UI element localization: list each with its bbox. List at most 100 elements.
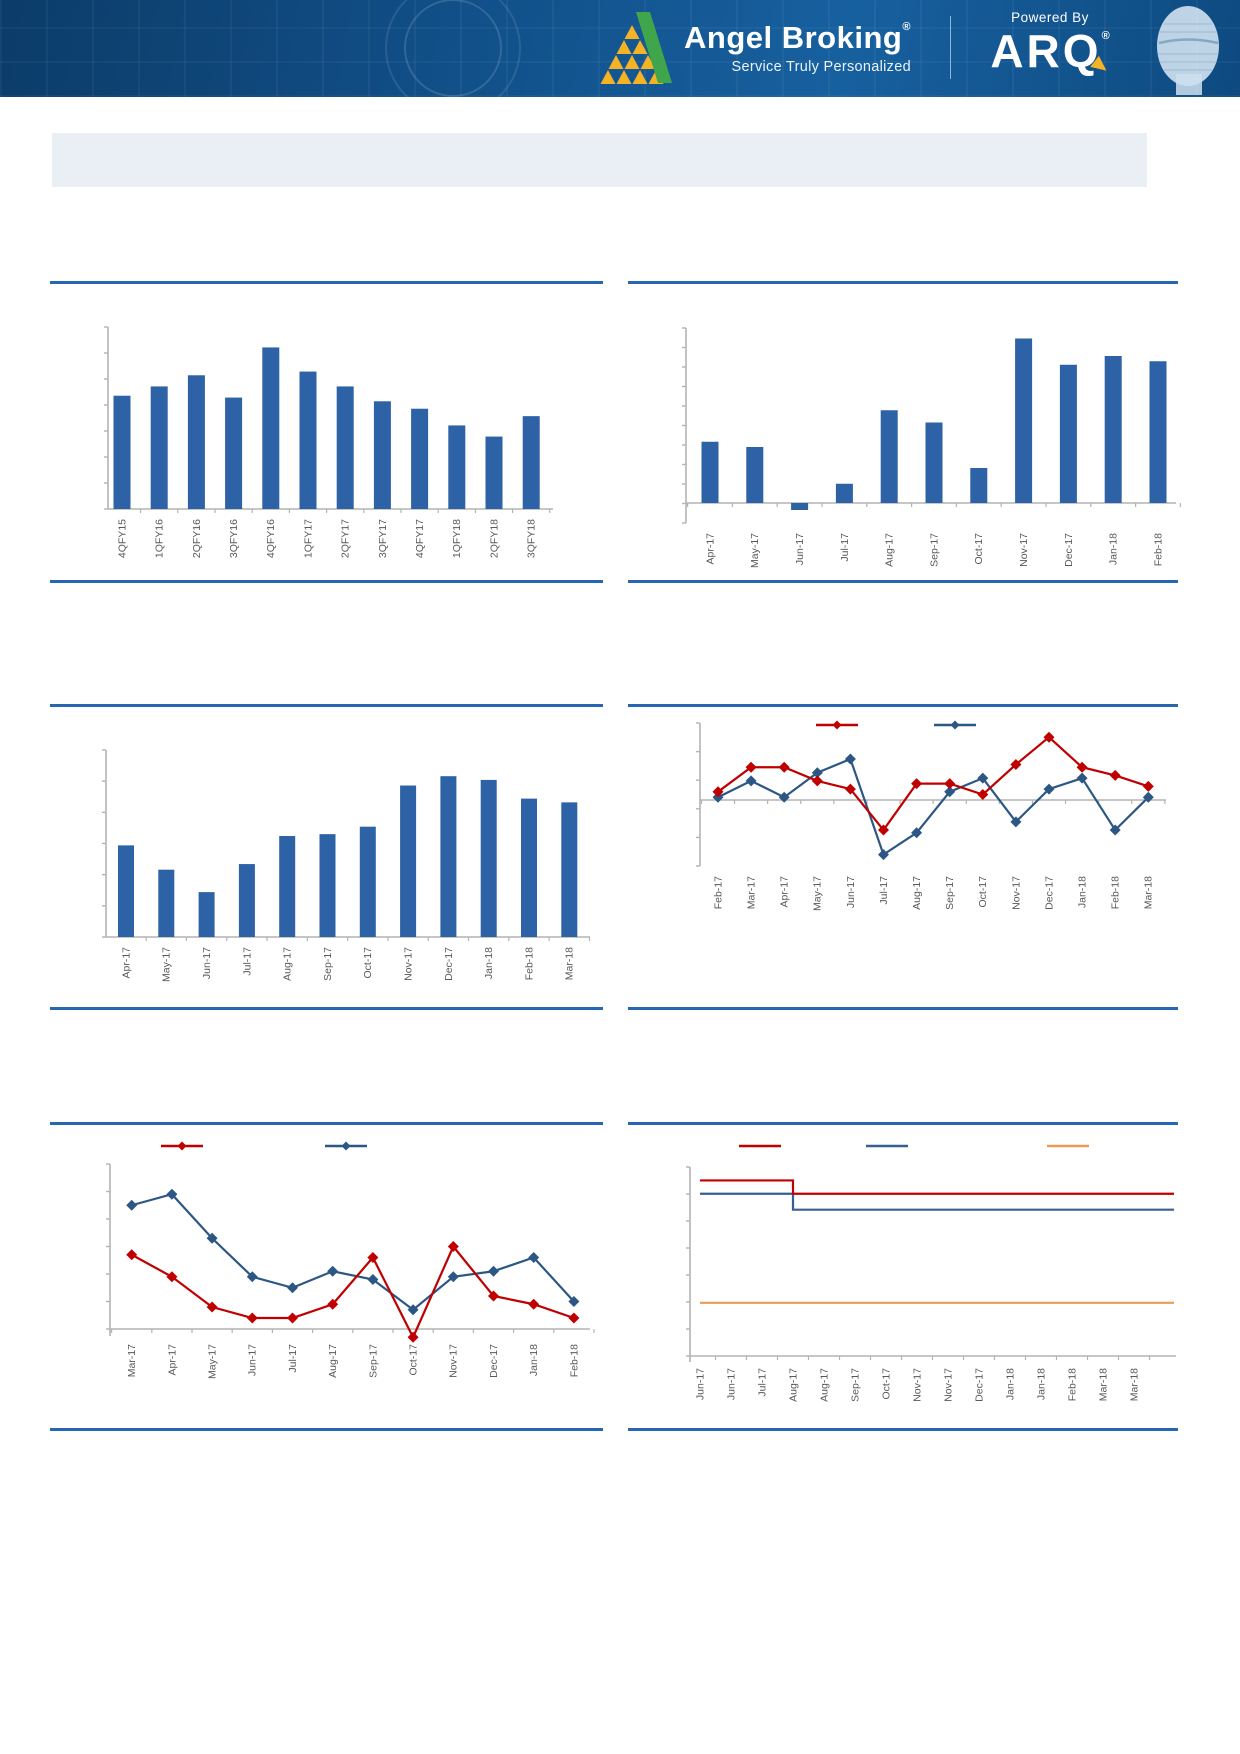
robot-head-icon xyxy=(1157,6,1219,95)
brand-block: Angel Broking® Service Truly Personalize… xyxy=(684,0,911,97)
divider-line xyxy=(50,1428,603,1431)
brand-name: Angel Broking® xyxy=(684,20,911,55)
svg-text:3QFY18: 3QFY18 xyxy=(526,519,538,558)
svg-text:Oct-17: Oct-17 xyxy=(362,947,374,979)
monthly-bar-chart-middle-left: Apr-17 May-17 Jun-17 Jul-17 Aug-17 Sep-17 Oct-… xyxy=(102,749,591,982)
divider-line xyxy=(628,1122,1178,1125)
svg-text:Aug-17: Aug-17 xyxy=(327,1344,339,1378)
svg-text:Nov-17: Nov-17 xyxy=(942,1368,954,1402)
svg-text:2QFY17: 2QFY17 xyxy=(340,519,352,558)
divider-line xyxy=(50,281,603,284)
svg-text:Mar-18: Mar-18 xyxy=(1128,1368,1140,1401)
svg-text:Nov-17: Nov-17 xyxy=(448,1344,460,1378)
svg-text:Jan-18: Jan-18 xyxy=(1004,1368,1016,1400)
svg-text:Jan-18: Jan-18 xyxy=(483,947,495,979)
arq-block: Powered By ARQ® xyxy=(966,10,1134,77)
svg-text:Aug-17: Aug-17 xyxy=(787,1368,799,1402)
svg-text:Jul-17: Jul-17 xyxy=(241,947,253,976)
svg-text:Dec-17: Dec-17 xyxy=(1043,876,1055,910)
svg-text:Oct-17: Oct-17 xyxy=(407,1344,419,1376)
svg-text:Aug-17: Aug-17 xyxy=(282,947,294,981)
divider-line xyxy=(50,704,603,707)
banner-ring-decoration xyxy=(404,0,502,97)
svg-text:Nov-17: Nov-17 xyxy=(1010,876,1022,910)
svg-text:Feb-18: Feb-18 xyxy=(523,947,535,980)
divider-line xyxy=(628,580,1178,583)
svg-text:1QFY17: 1QFY17 xyxy=(302,519,314,558)
svg-text:Apr-17: Apr-17 xyxy=(779,876,791,908)
svg-text:Apr-17: Apr-17 xyxy=(120,947,132,979)
svg-text:2QFY16: 2QFY16 xyxy=(191,519,203,558)
svg-text:Feb-18: Feb-18 xyxy=(1110,876,1122,909)
svg-text:4QFY15: 4QFY15 xyxy=(116,519,128,558)
svg-text:4QFY16: 4QFY16 xyxy=(265,519,277,558)
svg-text:Jul-17: Jul-17 xyxy=(839,533,851,562)
svg-text:Nov-17: Nov-17 xyxy=(911,1368,923,1402)
svg-text:Sep-17: Sep-17 xyxy=(928,533,940,567)
svg-text:May-17: May-17 xyxy=(812,876,824,911)
quarterly-results-bar-chart: 4QFY15 1QFY16 2QFY16 3QFY16 4QFY16 1QFY17 2QFY… xyxy=(104,326,553,558)
two-series-line-chart-bottom-left: Mar-17 Apr-17 May-17 Jun-17 Jul-17 Aug-17 Sep-… xyxy=(106,1141,595,1379)
svg-text:3QFY16: 3QFY16 xyxy=(228,519,240,558)
svg-text:Nov-17: Nov-17 xyxy=(402,947,414,981)
svg-text:Sep-17: Sep-17 xyxy=(944,876,956,910)
svg-text:Oct-17: Oct-17 xyxy=(977,876,989,908)
report-title-box xyxy=(52,133,1147,187)
svg-text:Oct-17: Oct-17 xyxy=(973,533,985,565)
banner-divider xyxy=(950,16,951,79)
divider-line xyxy=(50,1122,603,1125)
header-banner: Angel Broking® Service Truly Personalize… xyxy=(0,0,1240,116)
svg-text:Nov-17: Nov-17 xyxy=(1018,533,1030,567)
svg-text:Jul-17: Jul-17 xyxy=(878,876,890,905)
svg-text:Aug-17: Aug-17 xyxy=(818,1368,830,1402)
svg-text:Mar-18: Mar-18 xyxy=(564,947,576,980)
svg-text:May-17: May-17 xyxy=(161,947,173,982)
svg-text:Jan-18: Jan-18 xyxy=(1076,876,1088,908)
monthly-bar-chart-top-right: Apr-17 May-17 Jun-17 Jul-17 Aug-17 Sep-17 Oct-… xyxy=(682,327,1182,568)
svg-text:May-17: May-17 xyxy=(206,1344,218,1379)
svg-text:Sep-17: Sep-17 xyxy=(367,1344,379,1378)
divider-line xyxy=(628,1007,1178,1010)
svg-text:Dec-17: Dec-17 xyxy=(488,1344,500,1378)
svg-text:Jun-17: Jun-17 xyxy=(845,876,857,908)
svg-text:Apr-17: Apr-17 xyxy=(166,1344,178,1376)
divider-line xyxy=(50,580,603,583)
svg-text:Jun-17: Jun-17 xyxy=(794,533,806,565)
svg-text:Apr-17: Apr-17 xyxy=(704,533,716,565)
svg-text:3QFY17: 3QFY17 xyxy=(377,519,389,558)
svg-text:Sep-17: Sep-17 xyxy=(322,947,334,981)
arq-logo: ARQ® xyxy=(990,25,1111,77)
three-series-step-line-chart-bottom-right: Jun-17 Jun-17 Jul-17 Aug-17 Aug-17 Sep-17 Oct-… xyxy=(686,1144,1176,1402)
svg-text:Feb-18: Feb-18 xyxy=(568,1344,580,1377)
svg-text:4QFY17: 4QFY17 xyxy=(414,519,426,558)
svg-text:Aug-17: Aug-17 xyxy=(884,533,896,567)
divider-line xyxy=(628,704,1178,707)
svg-text:Jan-18: Jan-18 xyxy=(1035,1368,1047,1400)
svg-text:Aug-17: Aug-17 xyxy=(911,876,923,910)
divider-line xyxy=(628,281,1178,284)
svg-text:1QFY18: 1QFY18 xyxy=(451,519,463,558)
svg-text:Mar-18: Mar-18 xyxy=(1097,1368,1109,1401)
angel-broking-logo-icon xyxy=(600,12,672,84)
svg-text:Jun-17: Jun-17 xyxy=(201,947,213,979)
svg-text:Feb-17: Feb-17 xyxy=(712,876,724,909)
svg-text:Oct-17: Oct-17 xyxy=(880,1368,892,1400)
svg-text:Jan-18: Jan-18 xyxy=(1108,533,1120,565)
svg-text:Dec-17: Dec-17 xyxy=(1063,533,1075,567)
svg-text:Jun-17: Jun-17 xyxy=(725,1368,737,1400)
svg-text:Mar-18: Mar-18 xyxy=(1143,876,1155,909)
svg-text:Jun-17: Jun-17 xyxy=(247,1344,259,1376)
banner-ring-decoration xyxy=(385,0,521,116)
svg-text:Jul-17: Jul-17 xyxy=(287,1344,299,1373)
svg-text:1QFY16: 1QFY16 xyxy=(154,519,166,558)
svg-text:Dec-17: Dec-17 xyxy=(443,947,455,981)
svg-text:Jun-17: Jun-17 xyxy=(694,1368,706,1400)
svg-text:Mar-17: Mar-17 xyxy=(126,1344,138,1377)
divider-line xyxy=(50,1007,603,1010)
svg-text:Sep-17: Sep-17 xyxy=(849,1368,861,1402)
svg-text:Dec-17: Dec-17 xyxy=(973,1368,985,1402)
svg-text:2QFY18: 2QFY18 xyxy=(488,519,500,558)
two-series-line-chart-middle-right: Feb-17 Mar-17 Apr-17 May-17 Jun-17 Jul-17 Aug-… xyxy=(696,720,1166,911)
svg-text:Jan-18: Jan-18 xyxy=(528,1344,540,1376)
